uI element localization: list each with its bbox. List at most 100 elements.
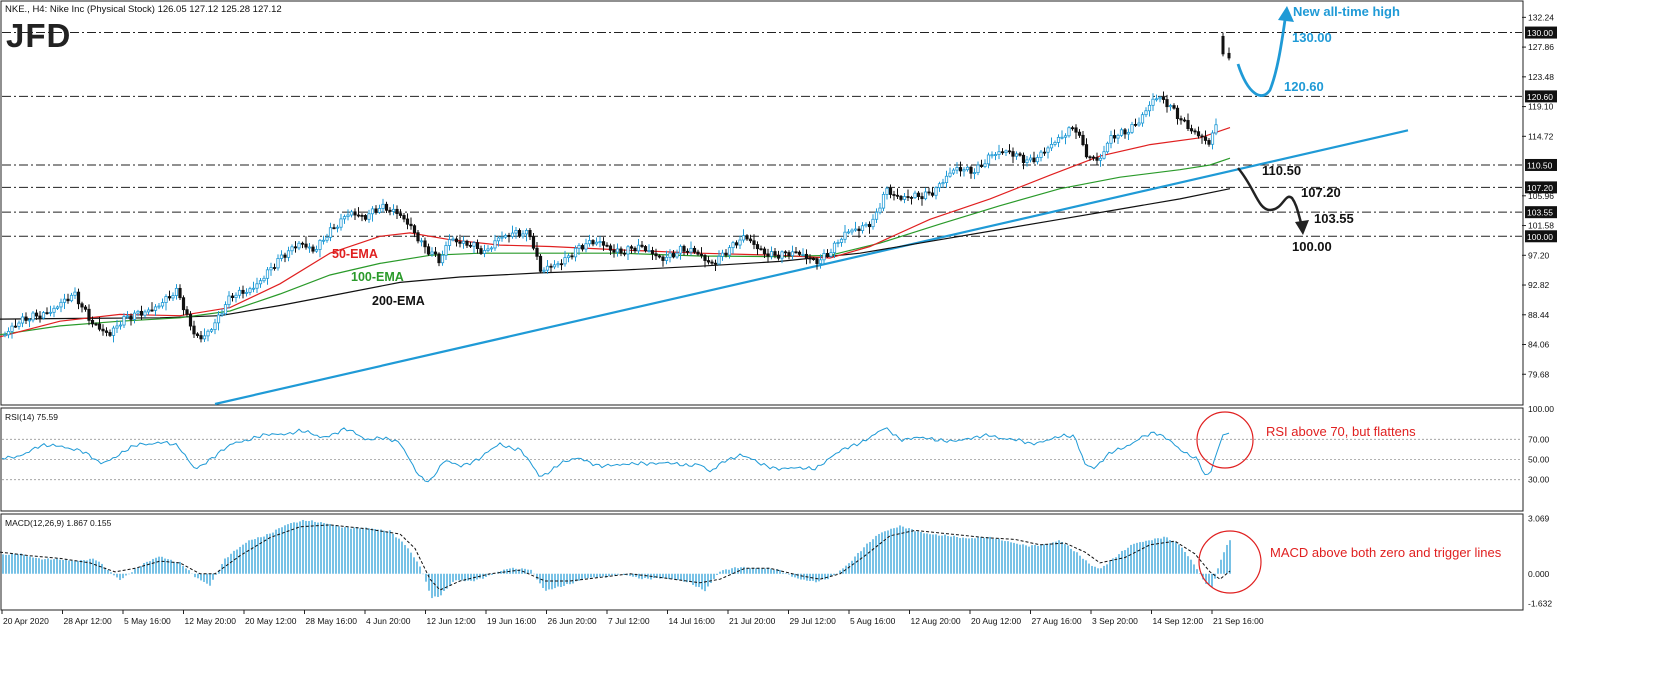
candle-body	[360, 215, 364, 217]
candle-body	[48, 311, 53, 314]
y-tick-label: 132.24	[1528, 12, 1554, 22]
candle-body	[612, 249, 616, 253]
level-tag	[1525, 230, 1557, 243]
candle-body	[227, 295, 231, 306]
candle-body	[1018, 153, 1022, 156]
x-tick-label: 20 Apr 2020	[3, 616, 49, 626]
candle-body	[983, 163, 987, 167]
candle-body	[671, 252, 676, 258]
y-tick-label: 92.82	[1528, 280, 1550, 290]
candle-body	[780, 251, 784, 259]
candle-body	[1179, 118, 1183, 121]
candle-body	[986, 154, 991, 165]
candle-body	[668, 252, 672, 258]
candle-body	[241, 289, 245, 294]
candle-body	[731, 242, 735, 249]
candle-body	[878, 207, 882, 213]
candle-body	[391, 208, 396, 212]
candle-body	[416, 232, 420, 242]
candle-body	[503, 234, 508, 238]
candle-body	[458, 241, 462, 244]
candle-body	[629, 246, 634, 249]
symbol-info: NKE., H4: Nike Inc (Physical Stock) 126.…	[5, 4, 282, 15]
candle-body	[577, 245, 581, 249]
candle-body	[906, 196, 910, 198]
candle-body	[353, 211, 357, 216]
candle-body	[188, 313, 193, 327]
level-tag	[1525, 158, 1557, 171]
candle-body	[1021, 154, 1026, 163]
candle-body	[647, 250, 651, 252]
candle-body	[314, 249, 319, 252]
candle-body	[860, 225, 865, 232]
candle-body	[829, 252, 833, 257]
candle-body	[1133, 123, 1138, 126]
candle-body	[538, 255, 543, 272]
candle-body	[790, 251, 795, 257]
macd-label: MACD(12,26,9) 1.867 0.155	[5, 518, 112, 528]
candle-body	[864, 223, 868, 227]
candle-body	[549, 265, 553, 268]
candle-body	[27, 319, 32, 322]
candle-body	[1116, 134, 1120, 139]
candle-body	[696, 251, 700, 255]
candle-body	[479, 248, 483, 254]
candle-body	[1154, 98, 1159, 101]
candle-body	[24, 316, 28, 321]
candle-body	[913, 192, 917, 199]
candle-body	[1028, 157, 1033, 161]
candle-body	[62, 298, 67, 303]
y-tick-label: 119.10	[1528, 102, 1554, 112]
candle-body	[997, 151, 1001, 155]
candle-body	[262, 277, 266, 282]
candle-body	[318, 239, 322, 250]
candle-body	[451, 238, 455, 241]
candle-body	[178, 287, 182, 299]
candle-body	[206, 330, 210, 337]
candle-body	[923, 191, 928, 200]
rsi-annotation: RSI above 70, but flattens	[1266, 424, 1416, 439]
candle-body	[136, 310, 140, 314]
candle-body	[584, 243, 588, 250]
candle-body	[1158, 97, 1162, 100]
candle-body	[1084, 144, 1089, 158]
candle-body	[230, 295, 235, 298]
candle-body	[3, 334, 7, 337]
candle-body	[185, 309, 189, 315]
candle-body	[755, 244, 760, 250]
candle-body	[276, 258, 280, 269]
candle-body	[937, 183, 942, 189]
candle-body	[279, 254, 284, 259]
x-tick-label: 27 Aug 16:00	[1032, 616, 1082, 626]
candle-body	[654, 253, 658, 257]
candle-body	[213, 322, 217, 330]
rsi-label: RSI(14) 75.59	[5, 412, 58, 422]
candle-body	[1147, 104, 1152, 112]
candle-body	[17, 322, 21, 327]
candle-body	[1144, 110, 1148, 116]
price-panel-frame	[0, 0, 1524, 406]
candle-body	[941, 182, 945, 185]
candle-body	[132, 312, 137, 320]
candle-body	[1172, 105, 1176, 109]
y-tick-label: 88.44	[1528, 310, 1550, 320]
candle-body	[1077, 131, 1082, 136]
candle-body	[727, 247, 732, 256]
candle-body	[73, 291, 77, 296]
x-tick-label: 12 Aug 20:00	[911, 616, 961, 626]
bearish-scenario-arrow	[1237, 167, 1304, 227]
macd-tick-label: 0.000	[1528, 569, 1550, 579]
candle-body	[853, 228, 858, 231]
macd-signal-line	[0, 524, 1231, 591]
candle-body	[969, 166, 973, 174]
candle-body	[521, 233, 525, 237]
candle-body	[472, 242, 476, 247]
candle-body	[1102, 151, 1106, 159]
bullish-arrowhead-icon	[1278, 6, 1294, 22]
y-tick-label: 114.72	[1528, 131, 1554, 141]
candle-body	[20, 316, 25, 324]
candle-body	[160, 302, 165, 307]
candle-body	[762, 248, 767, 255]
candle-body	[1070, 127, 1075, 130]
candle-body	[157, 305, 161, 308]
